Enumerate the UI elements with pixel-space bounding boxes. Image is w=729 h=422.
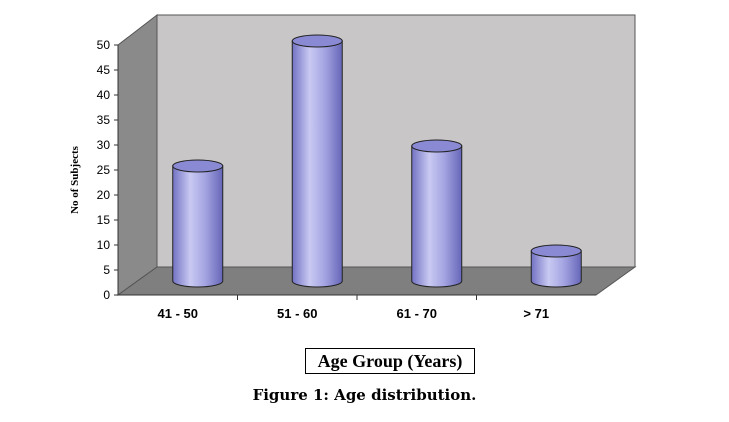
y-tick-label: 10 <box>97 238 111 252</box>
y-tick-label: 30 <box>97 138 111 152</box>
chart-side-wall <box>117 13 158 296</box>
x-category-label: 61 - 70 <box>397 306 437 321</box>
bar <box>172 159 224 288</box>
y-tick-label: 25 <box>97 163 111 177</box>
y-tick-label: 35 <box>97 113 111 127</box>
y-tick-label: 5 <box>103 263 110 277</box>
bar-body <box>530 250 582 288</box>
chart-back-wall <box>156 14 636 268</box>
bar-top-cap <box>530 244 582 258</box>
y-tick-label: 50 <box>97 38 111 52</box>
x-category-label: 51 - 60 <box>277 306 317 321</box>
bar-body <box>172 165 224 288</box>
x-axis-ticks: 41 - 50 51 - 60 61 - 70 > 71 <box>158 295 549 321</box>
bar-top-cap <box>291 34 343 48</box>
y-axis-ticks: 0 5 10 15 20 25 30 35 40 45 50 <box>97 38 118 302</box>
bar-top-cap <box>172 159 224 173</box>
bars <box>172 34 582 288</box>
bar-body <box>291 40 343 288</box>
y-tick-label: 45 <box>97 63 111 77</box>
bar-top-cap <box>411 139 463 153</box>
bar <box>291 34 343 288</box>
figure-caption: Figure 1: Age distribution. <box>252 386 477 404</box>
x-axis-label: Age Group (Years) <box>305 348 475 374</box>
y-tick-label: 0 <box>103 288 110 302</box>
x-category-label: > 71 <box>523 306 549 321</box>
bar <box>411 139 463 288</box>
y-tick-label: 15 <box>97 213 111 227</box>
y-tick-label: 20 <box>97 188 111 202</box>
x-category-label: 41 - 50 <box>158 306 198 321</box>
y-tick-label: 40 <box>97 88 111 102</box>
bar-body <box>411 145 463 288</box>
y-axis-label: No of Subjects <box>69 145 81 214</box>
bar <box>530 244 582 288</box>
